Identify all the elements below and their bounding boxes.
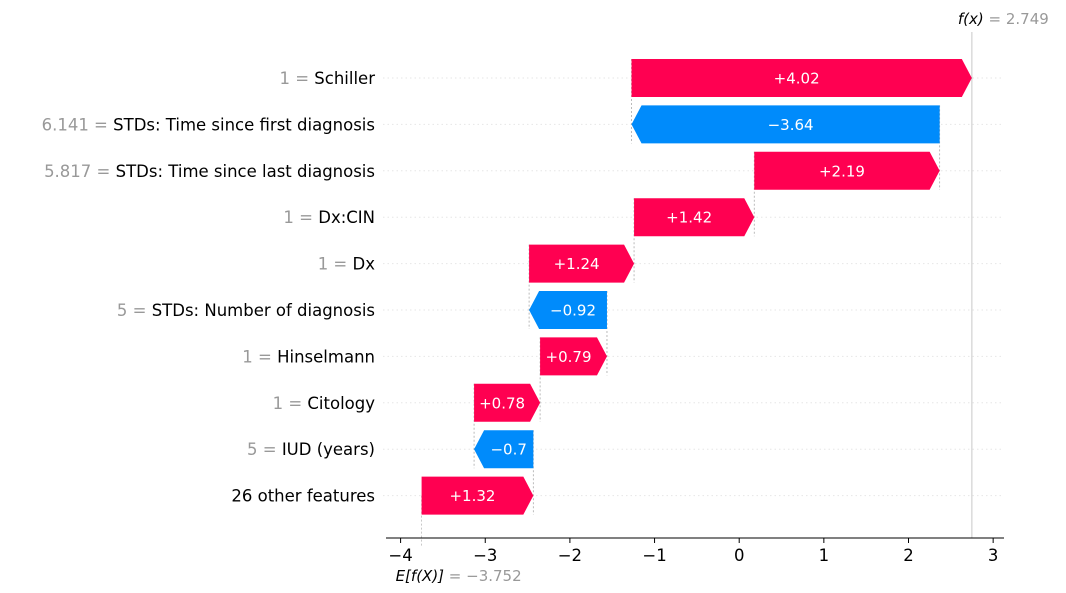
- positive-bar: [540, 337, 607, 376]
- feature-value: 5 =: [247, 440, 282, 459]
- bar-value-label: −0.92: [550, 302, 596, 320]
- x-tick-label: −2: [558, 546, 582, 565]
- feature-name: STDs: Number of diagnosis: [152, 301, 375, 320]
- x-tick-label: −4: [388, 546, 412, 565]
- feature-name: IUD (years): [282, 440, 375, 459]
- bar-value-label: −3.64: [768, 116, 814, 134]
- feature-name: Hinselmann: [277, 347, 375, 366]
- summary-annotations: f(x) = 2.749 E[f(X)] = −3.752: [396, 10, 1049, 585]
- feature-label: 26 other features: [231, 487, 375, 506]
- positive-bar: [754, 151, 940, 190]
- bars-layer: +4.02 −3.64 +2.19 +1.42 +1.24 −0.92 +0.79 +0.78…: [421, 59, 972, 515]
- fx-label: f(x): [958, 10, 989, 28]
- bar-value-label: −0.7: [490, 441, 526, 459]
- feature-value: 5 =: [117, 301, 152, 320]
- x-tick-label: −1: [642, 546, 666, 565]
- x-axis: −4 −3 −2 −1 0 1 2 3: [386, 537, 1004, 565]
- negative-bar: [631, 105, 940, 144]
- feature-labels: 1 = Schiller 6.141 = STDs: Time since fir…: [42, 69, 376, 506]
- feature-name: Citology: [307, 394, 375, 413]
- x-tick-label: −3: [473, 546, 497, 565]
- feature-name: STDs: Time since last diagnosis: [116, 162, 375, 181]
- feature-value: 1 =: [283, 208, 318, 227]
- feature-label: 1 = Dx:CIN: [283, 208, 375, 227]
- feature-value: 1 =: [318, 255, 353, 274]
- feature-label: 5 = STDs: Number of diagnosis: [117, 301, 375, 320]
- positive-bar: [421, 476, 534, 515]
- bar-value-label: +4.02: [774, 70, 820, 88]
- feature-label: 1 = Hinselmann: [242, 347, 375, 366]
- feature-value: 5.817 =: [44, 162, 116, 181]
- feature-value: 1 =: [242, 347, 277, 366]
- positive-bar: [634, 198, 755, 237]
- feature-value: 6.141 =: [42, 115, 114, 134]
- bar-value-label: +0.79: [546, 348, 592, 366]
- positive-bar: [474, 383, 541, 422]
- negative-bar: [529, 291, 607, 329]
- bar-value-label: +1.42: [666, 209, 712, 227]
- fx-value: = 2.749: [989, 10, 1049, 28]
- x-tick-label: 0: [734, 546, 745, 565]
- bar-value-label: +1.32: [449, 487, 495, 505]
- feature-name: 26 other features: [231, 487, 375, 506]
- feature-name: Dx:CIN: [318, 208, 375, 227]
- x-tick-label: 2: [903, 546, 914, 565]
- feature-label: 6.141 = STDs: Time since first diagnosis: [42, 115, 375, 134]
- feature-value: 1 =: [279, 69, 314, 88]
- feature-label: 5.817 = STDs: Time since last diagnosis: [44, 162, 375, 181]
- ex-label: E[f(X)]: [396, 567, 449, 585]
- feature-label: 5 = IUD (years): [247, 440, 375, 459]
- feature-label: 1 = Dx: [318, 255, 376, 274]
- bar-value-label: +1.24: [554, 255, 600, 273]
- x-tick-label: 1: [819, 546, 830, 565]
- base-value-annotation: E[f(X)] = −3.752: [396, 567, 522, 585]
- bar-value-label: +2.19: [819, 162, 865, 180]
- final-value-annotation: f(x) = 2.749: [958, 10, 1049, 28]
- positive-bar: [529, 244, 635, 283]
- feature-name: STDs: Time since first diagnosis: [113, 115, 375, 134]
- feature-value: 1 =: [273, 394, 308, 413]
- feature-name: Schiller: [314, 69, 375, 88]
- feature-name: Dx: [353, 255, 376, 274]
- bar-value-label: +0.78: [479, 394, 525, 412]
- negative-bar: [474, 430, 534, 469]
- ex-value: = −3.752: [449, 567, 522, 585]
- positive-bar: [631, 59, 972, 97]
- feature-label: 1 = Citology: [273, 394, 376, 413]
- x-tick-label: 3: [988, 546, 999, 565]
- feature-label: 1 = Schiller: [279, 69, 375, 88]
